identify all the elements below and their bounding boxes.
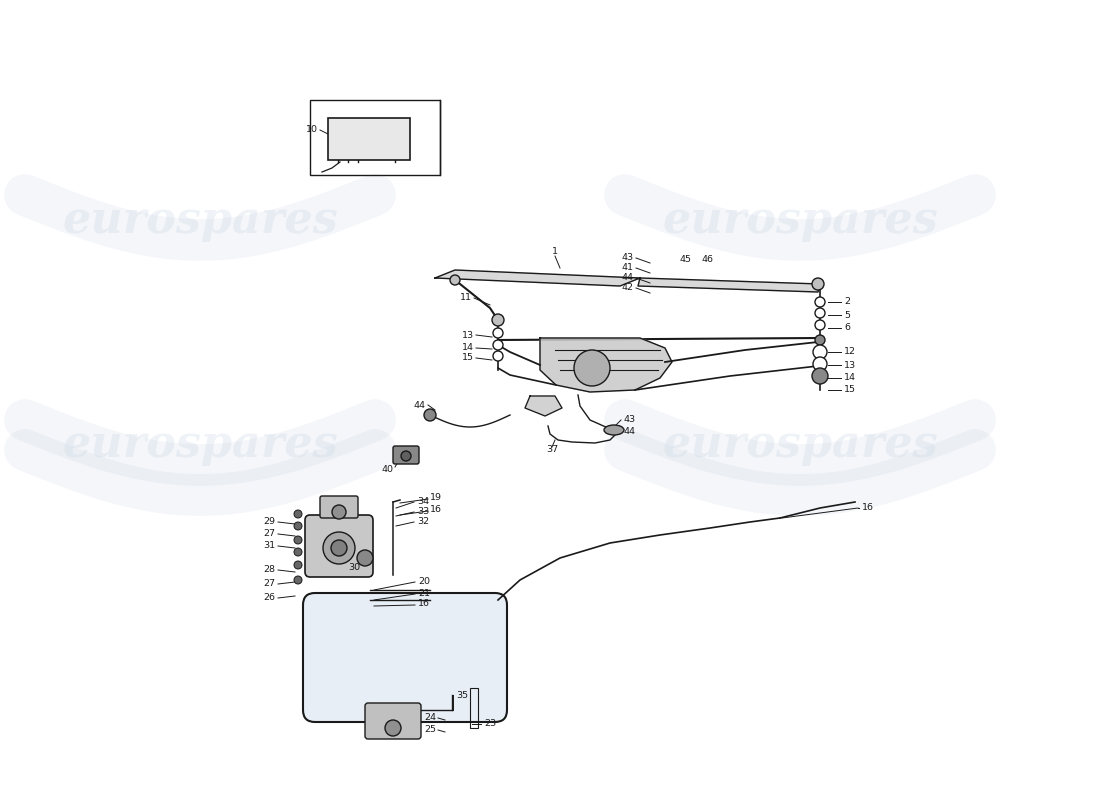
Circle shape — [424, 409, 436, 421]
Text: 30: 30 — [348, 562, 360, 571]
Text: 42: 42 — [621, 283, 634, 293]
Text: 45: 45 — [680, 255, 692, 265]
FancyBboxPatch shape — [305, 515, 373, 577]
Circle shape — [323, 532, 355, 564]
Circle shape — [294, 522, 302, 530]
Circle shape — [294, 548, 302, 556]
Circle shape — [294, 510, 302, 518]
Circle shape — [815, 320, 825, 330]
Circle shape — [813, 345, 827, 359]
Text: 15: 15 — [844, 386, 856, 394]
Text: 31: 31 — [263, 542, 275, 550]
Text: 26: 26 — [263, 594, 275, 602]
Polygon shape — [525, 396, 562, 416]
Circle shape — [294, 576, 302, 584]
Text: 16: 16 — [862, 503, 874, 513]
Text: 2: 2 — [844, 298, 850, 306]
Text: 33: 33 — [417, 507, 429, 517]
Text: 43: 43 — [621, 254, 634, 262]
FancyBboxPatch shape — [320, 496, 358, 518]
Text: 14: 14 — [844, 374, 856, 382]
Circle shape — [385, 720, 402, 736]
Text: eurospares: eurospares — [662, 423, 938, 466]
Text: 20: 20 — [418, 578, 430, 586]
Text: 19: 19 — [430, 494, 442, 502]
Text: 32: 32 — [417, 518, 429, 526]
Polygon shape — [540, 338, 672, 392]
Circle shape — [493, 328, 503, 338]
Text: 28: 28 — [263, 566, 275, 574]
Circle shape — [812, 278, 824, 290]
Text: 10: 10 — [306, 126, 318, 134]
Polygon shape — [434, 270, 640, 286]
Circle shape — [402, 451, 411, 461]
Circle shape — [815, 335, 825, 345]
Text: 13: 13 — [462, 330, 474, 339]
Text: 5: 5 — [844, 310, 850, 319]
Circle shape — [813, 357, 827, 371]
Polygon shape — [638, 278, 820, 292]
Text: 12: 12 — [844, 347, 856, 357]
FancyBboxPatch shape — [328, 118, 410, 160]
Circle shape — [493, 340, 503, 350]
Text: eurospares: eurospares — [62, 198, 338, 242]
Text: 40: 40 — [382, 466, 394, 474]
Text: 44: 44 — [412, 401, 425, 410]
FancyBboxPatch shape — [393, 446, 419, 464]
Circle shape — [574, 350, 611, 386]
FancyBboxPatch shape — [302, 593, 507, 722]
Text: 41: 41 — [621, 263, 634, 273]
Circle shape — [815, 308, 825, 318]
Text: eurospares: eurospares — [662, 198, 938, 242]
Circle shape — [450, 275, 460, 285]
Circle shape — [815, 297, 825, 307]
Circle shape — [331, 540, 346, 556]
Text: 29: 29 — [263, 518, 275, 526]
Text: eurospares: eurospares — [62, 423, 338, 466]
FancyBboxPatch shape — [365, 703, 421, 739]
Text: 11: 11 — [460, 294, 472, 302]
Text: 25: 25 — [424, 726, 436, 734]
Text: 23: 23 — [484, 719, 496, 729]
Circle shape — [812, 368, 828, 384]
Text: 16: 16 — [418, 599, 430, 609]
Text: 35: 35 — [456, 690, 469, 699]
Text: 13: 13 — [844, 361, 856, 370]
Text: 43: 43 — [624, 415, 636, 425]
Text: 15: 15 — [462, 354, 474, 362]
Text: 44: 44 — [624, 427, 636, 437]
Circle shape — [492, 314, 504, 326]
Ellipse shape — [604, 425, 624, 435]
Text: 24: 24 — [424, 714, 436, 722]
Text: 34: 34 — [417, 498, 429, 506]
Text: 27: 27 — [263, 579, 275, 589]
Text: 37: 37 — [546, 446, 558, 454]
Text: 27: 27 — [263, 530, 275, 538]
Text: 16: 16 — [430, 506, 442, 514]
Text: 46: 46 — [702, 255, 714, 265]
Text: 1: 1 — [552, 247, 558, 257]
Circle shape — [493, 351, 503, 361]
Text: 44: 44 — [621, 274, 634, 282]
Text: 14: 14 — [462, 343, 474, 353]
Text: 6: 6 — [844, 323, 850, 333]
Circle shape — [358, 550, 373, 566]
Circle shape — [332, 505, 346, 519]
Text: 21: 21 — [418, 589, 430, 598]
Circle shape — [294, 536, 302, 544]
Circle shape — [294, 561, 302, 569]
